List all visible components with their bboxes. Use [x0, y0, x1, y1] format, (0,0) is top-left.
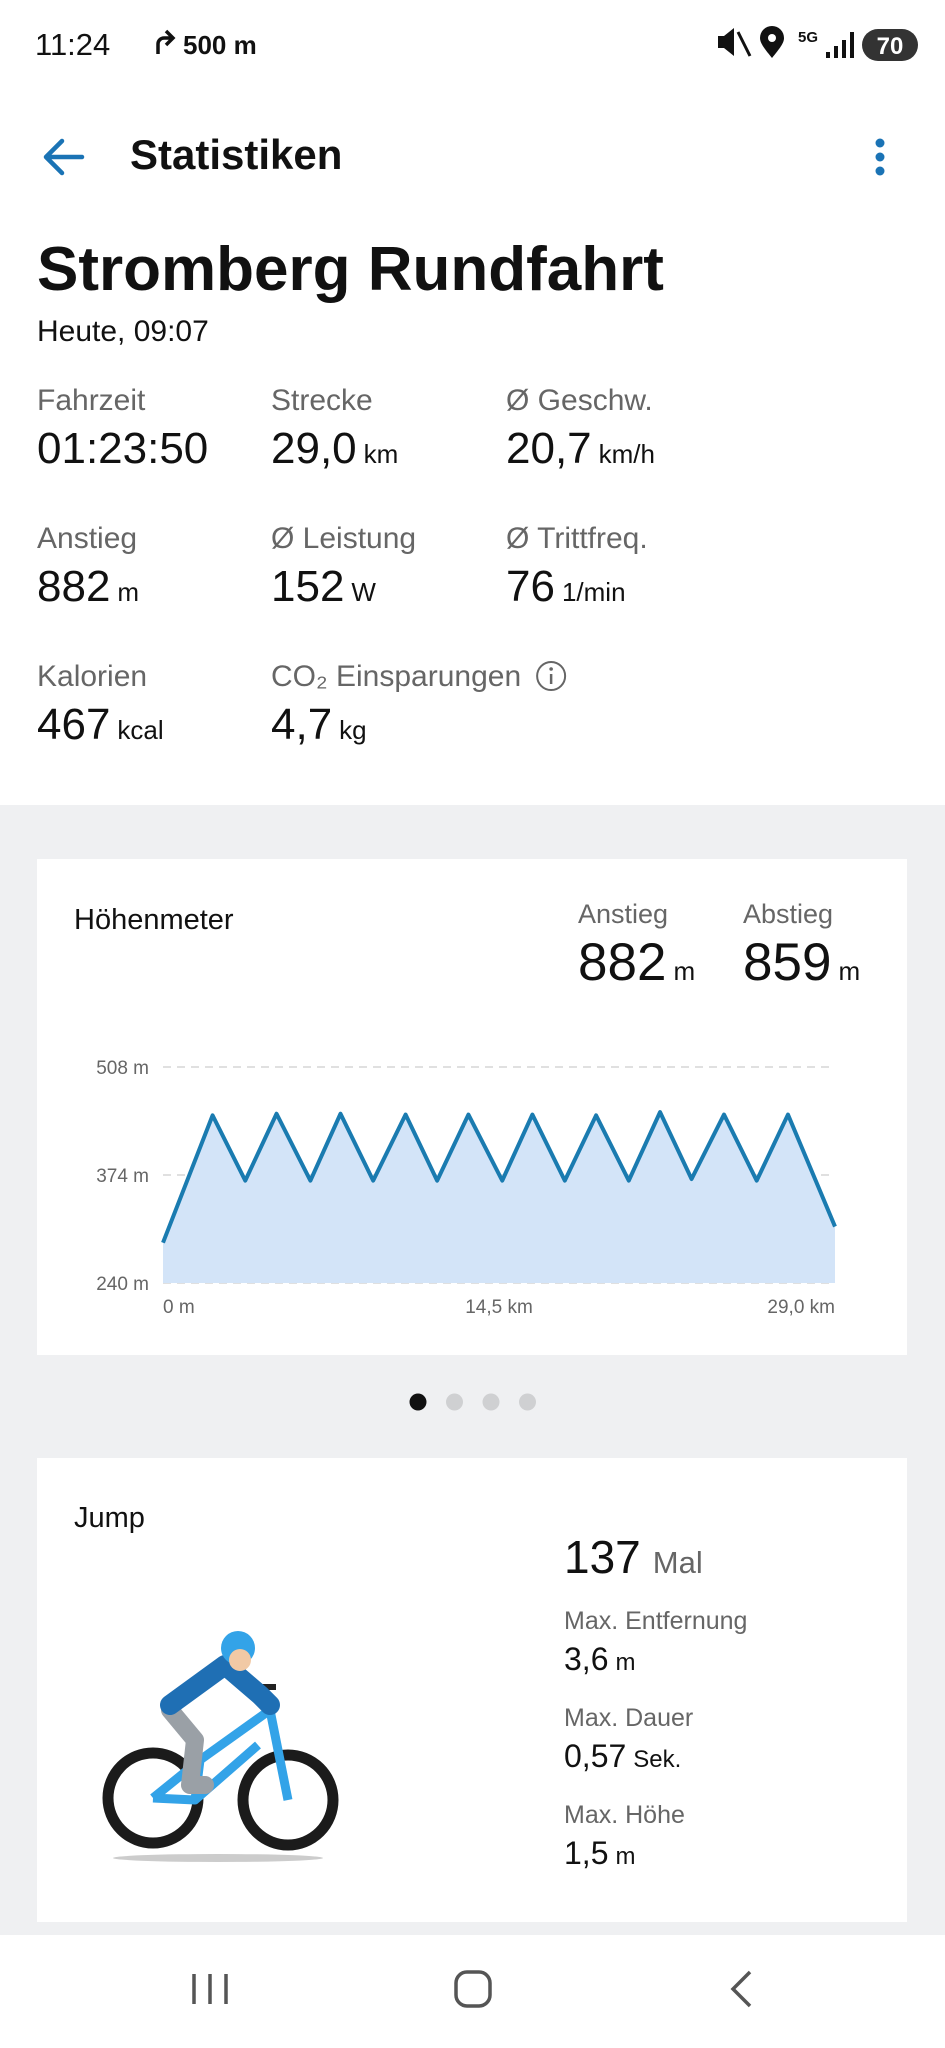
unit: 1/min	[562, 577, 626, 607]
unit: kg	[339, 715, 366, 745]
wheel	[237, 1749, 339, 1851]
page-dot[interactable]	[446, 1393, 463, 1411]
value: 20,7	[506, 424, 592, 473]
battery-level: 70	[877, 33, 904, 60]
signal-icon	[826, 32, 854, 58]
x-tick-label: 14,5 km	[465, 1297, 533, 1318]
stat-label: Ø Leistung	[271, 522, 416, 555]
unit: m	[615, 1843, 635, 1870]
metric-label: Max. Höhe	[564, 1801, 685, 1829]
y-tick-label: 508 m	[96, 1058, 149, 1079]
shadow	[113, 1854, 323, 1862]
metric-label: Max. Dauer	[564, 1704, 693, 1732]
face	[229, 1649, 251, 1671]
value: 882	[578, 933, 666, 992]
x-tick-label: 29,0 km	[767, 1297, 835, 1318]
summary-label: Anstieg	[578, 899, 668, 929]
unit: km	[364, 439, 399, 469]
metric-label: Max. Entfernung	[564, 1607, 747, 1635]
value: 76	[506, 562, 555, 611]
ride-date: Heute, 09:07	[37, 315, 209, 348]
value: 882	[37, 562, 110, 611]
more-menu[interactable]	[875, 138, 885, 176]
menu-dot	[875, 166, 885, 176]
home-button[interactable]	[454, 1970, 492, 2008]
stat-label: Ø Trittfreq.	[506, 522, 648, 555]
page-dot[interactable]	[409, 1393, 427, 1411]
stat-label: Strecke	[271, 384, 373, 417]
value: 859	[743, 933, 831, 992]
status-time: 11:24	[35, 27, 110, 62]
back-button[interactable]	[43, 138, 85, 176]
unit: W	[351, 577, 376, 607]
stat-label: Fahrzeit	[37, 384, 146, 417]
stat-label: Ø Geschw.	[506, 384, 653, 417]
network-type: 5G	[798, 29, 818, 46]
location-dot	[768, 34, 776, 42]
info-icon[interactable]	[536, 661, 567, 691]
mute-icon	[718, 28, 734, 56]
jump-count: 137	[564, 1531, 641, 1583]
unit: m	[838, 956, 860, 986]
area	[163, 1112, 835, 1283]
y-tick-label: 240 m	[96, 1274, 149, 1295]
rider-leg	[161, 1701, 214, 1794]
unit: m	[615, 1649, 635, 1676]
value: 1,5	[564, 1835, 608, 1871]
unit: kcal	[117, 715, 163, 745]
stat-label: Kalorien	[37, 660, 147, 693]
menu-dot	[875, 138, 885, 148]
unit: km/h	[599, 439, 655, 469]
chart-title: Höhenmeter	[74, 904, 234, 936]
line	[161, 1110, 837, 1244]
stat-label: CO₂ Einsparungen	[271, 660, 521, 693]
value: 0,57	[564, 1738, 626, 1774]
mute-slash	[736, 31, 752, 57]
x-tick-label: 0 m	[163, 1297, 195, 1318]
navigation-bar	[0, 1935, 945, 2048]
rider-torso	[160, 1655, 280, 1715]
navigation-distance: 500 m	[183, 30, 257, 60]
battery-icon	[862, 29, 918, 61]
header-title: Statistiken	[130, 131, 342, 178]
value: 29,0	[271, 424, 357, 473]
back-nav-button[interactable]	[730, 1970, 752, 2008]
unit: Sek.	[633, 1746, 681, 1773]
page-dot[interactable]	[519, 1393, 536, 1411]
value: 4,7	[271, 700, 332, 749]
value: 3,6	[564, 1641, 608, 1677]
menu-dot	[875, 152, 885, 162]
info-icon-dot	[549, 667, 553, 671]
summary-label: Abstieg	[743, 899, 833, 929]
y-tick-label: 374 m	[96, 1166, 149, 1187]
recents-button[interactable]	[192, 1974, 228, 2004]
page-dot[interactable]	[482, 1393, 500, 1411]
top-section	[0, 0, 945, 805]
jump-title: Jump	[74, 1502, 145, 1534]
jump-illustration	[102, 1631, 339, 1862]
ride-name: Stromberg Rundfahrt	[37, 235, 664, 304]
jump-count-unit: Mal	[653, 1545, 703, 1580]
value: 152	[271, 562, 344, 611]
stat-label: Anstieg	[37, 522, 137, 555]
unit: m	[117, 577, 139, 607]
value: 01:23:50	[37, 424, 208, 473]
jump-card	[37, 1458, 907, 1922]
value: 467	[37, 700, 110, 749]
navigation-icon	[156, 29, 176, 54]
unit: m	[673, 956, 695, 986]
